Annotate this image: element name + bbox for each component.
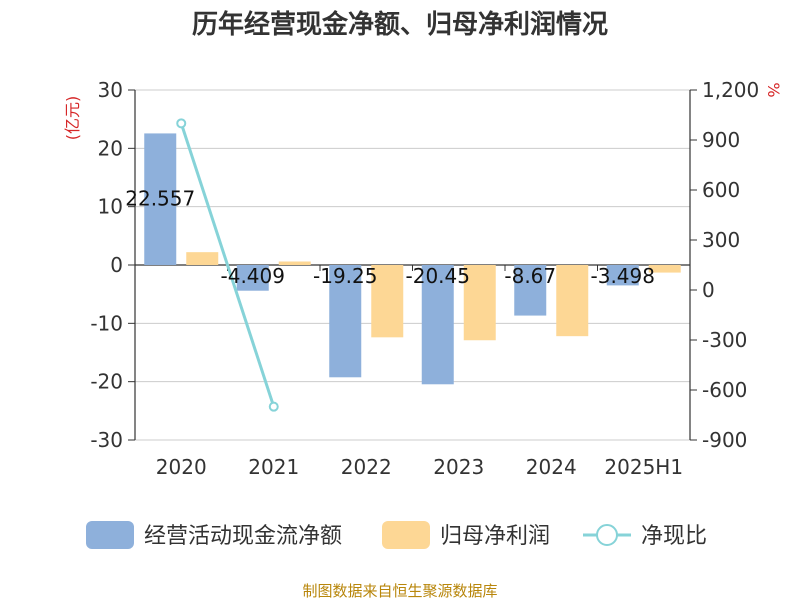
x-tick-label: 2022 bbox=[341, 455, 392, 479]
right-tick-label: 600 bbox=[702, 178, 740, 202]
right-tick-label: 0 bbox=[702, 278, 715, 302]
ratio-point bbox=[176, 118, 187, 129]
bar bbox=[421, 265, 454, 385]
legend-label: 经营活动现金流净额 bbox=[144, 524, 342, 549]
legend-marker bbox=[596, 524, 618, 546]
tick-labels: 30 20 10 0 -10 -20 -30 1,200 900 600 300 0 -300 -600 -… bbox=[90, 78, 759, 479]
bar bbox=[186, 252, 219, 265]
right-tick-label: -300 bbox=[702, 328, 747, 352]
bar bbox=[606, 265, 639, 286]
data-source: 制图数据来自恒生聚源数据库 bbox=[302, 582, 497, 600]
left-tick-label: 0 bbox=[110, 253, 123, 277]
legend-label: 归母净利润 bbox=[440, 524, 550, 549]
bars bbox=[144, 133, 681, 385]
right-tick-label: 300 bbox=[702, 228, 740, 252]
data-label: -4.409 bbox=[221, 264, 285, 288]
x-tick-label: 2021 bbox=[248, 455, 299, 479]
left-tick-label: -30 bbox=[90, 428, 123, 452]
bar bbox=[514, 265, 547, 316]
bar bbox=[329, 265, 362, 378]
data-labels: 22.557 -4.409 -19.25 -20.45 -8.67 -3.498 bbox=[125, 186, 655, 288]
ratio-line bbox=[176, 118, 279, 412]
legend-swatch bbox=[382, 521, 430, 549]
bar bbox=[371, 265, 404, 338]
data-label: -8.67 bbox=[504, 264, 556, 288]
right-tick-label: 900 bbox=[702, 128, 740, 152]
data-label: 22.557 bbox=[125, 186, 195, 210]
right-tick-label: -900 bbox=[702, 428, 747, 452]
left-tick-label: -20 bbox=[90, 370, 123, 394]
x-tick-label: 2025H1 bbox=[604, 455, 683, 479]
right-tick-label: 1,200 bbox=[702, 78, 759, 102]
ratio-point bbox=[268, 401, 279, 412]
data-label: -20.45 bbox=[406, 264, 470, 288]
left-axis-unit: (亿元) bbox=[63, 96, 82, 141]
bar bbox=[144, 133, 177, 265]
left-tick-label: 30 bbox=[98, 78, 123, 102]
left-tick-label: 10 bbox=[98, 195, 123, 219]
data-label: -3.498 bbox=[591, 264, 655, 288]
left-tick-label: -10 bbox=[90, 311, 123, 335]
bar bbox=[463, 265, 496, 341]
chart-title: 历年经营现金净额、归母净利润情况 bbox=[192, 9, 608, 40]
ratio-line-path bbox=[179, 122, 276, 408]
left-tick-label: 20 bbox=[98, 136, 123, 160]
bar bbox=[556, 265, 589, 337]
data-label: -19.25 bbox=[313, 264, 377, 288]
x-tick-label: 2023 bbox=[433, 455, 484, 479]
bar bbox=[236, 265, 269, 291]
bar bbox=[648, 265, 681, 273]
right-tick-label: -600 bbox=[702, 378, 747, 402]
x-tick-label: 2024 bbox=[526, 455, 577, 479]
x-tick-label: 2020 bbox=[156, 455, 207, 479]
legend-label: 净现比 bbox=[641, 524, 707, 549]
right-axis-unit: % bbox=[764, 82, 783, 97]
bar bbox=[278, 261, 311, 265]
legend[interactable]: 经营活动现金流净额 归母净利润 净现比 bbox=[86, 521, 707, 549]
legend-swatch bbox=[86, 521, 134, 549]
